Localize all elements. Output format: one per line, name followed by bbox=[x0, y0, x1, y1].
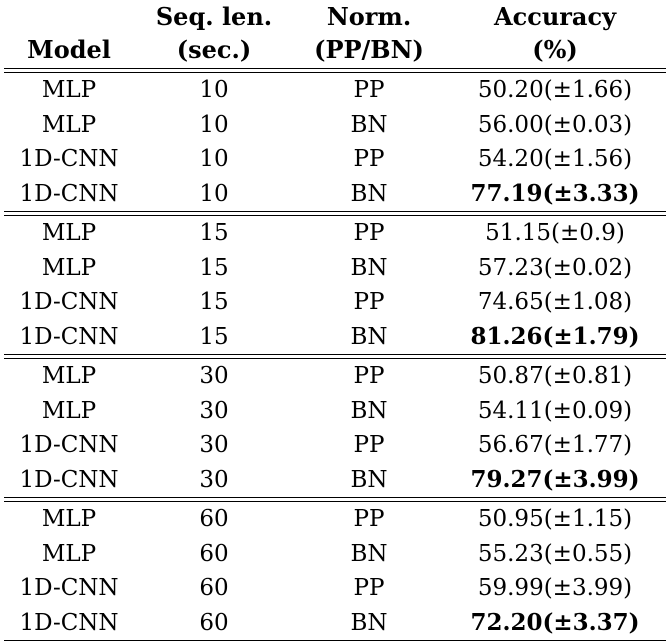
norm-cell: PP bbox=[353, 363, 385, 390]
table-row: 1D-CNN 15 PP 74.65(±1.08) bbox=[4, 285, 666, 320]
model-cell: 1D-CNN bbox=[19, 466, 119, 493]
table-row: 1D-CNN 30 PP 56.67(±1.77) bbox=[4, 428, 666, 463]
table-row: 1D-CNN 30 BN 79.27(±3.99) bbox=[4, 463, 666, 498]
model-cell: MLP bbox=[41, 397, 97, 424]
seq-len-cell: 15 bbox=[199, 289, 229, 316]
header-model: Model bbox=[27, 34, 111, 64]
seq-len-cell: 15 bbox=[199, 220, 229, 247]
model-cell: 1D-CNN bbox=[19, 146, 119, 173]
header-seq-len: Seq. len. bbox=[155, 1, 273, 31]
table-row: MLP 15 BN 57.23(±0.02) bbox=[4, 251, 666, 286]
norm-cell: PP bbox=[353, 575, 385, 602]
group-separator bbox=[4, 497, 666, 498]
model-cell: 1D-CNN bbox=[19, 180, 119, 207]
table-row: MLP 30 PP 50.87(±0.81) bbox=[4, 359, 666, 394]
table-row: 1D-CNN 60 PP 59.99(±3.99) bbox=[4, 571, 666, 606]
seq-len-cell: 15 bbox=[199, 323, 229, 350]
accuracy-cell: 51.15(±0.9) bbox=[485, 220, 625, 247]
norm-cell: PP bbox=[353, 432, 385, 459]
norm-cell: BN bbox=[350, 397, 388, 424]
seq-len-cell: 30 bbox=[199, 432, 229, 459]
norm-cell: BN bbox=[350, 323, 388, 350]
results-table: Seq. len. Norm. Accuracy Model (sec.) (P… bbox=[4, 0, 666, 641]
table-row: MLP 60 BN 55.23(±0.55) bbox=[4, 537, 666, 572]
group-separator bbox=[4, 72, 666, 73]
seq-len-cell: 60 bbox=[199, 609, 229, 636]
seq-len-cell: 10 bbox=[199, 111, 229, 138]
table-body: MLP 10 PP 50.20(±1.66) MLP 10 BN 56.00(±0.03) 1D… bbox=[4, 68, 666, 641]
seq-len-cell: 60 bbox=[199, 506, 229, 533]
accuracy-cell: 56.67(±1.77) bbox=[477, 432, 633, 459]
model-cell: 1D-CNN bbox=[19, 323, 119, 350]
seq-len-cell: 60 bbox=[199, 575, 229, 602]
model-cell: MLP bbox=[41, 254, 97, 281]
table-row: 1D-CNN 10 BN 77.19(±3.33) bbox=[4, 177, 666, 212]
norm-cell: BN bbox=[350, 466, 388, 493]
model-cell: 1D-CNN bbox=[19, 609, 119, 636]
seq-len-cell: 10 bbox=[199, 77, 229, 104]
model-cell: 1D-CNN bbox=[19, 432, 119, 459]
seq-len-cell: 10 bbox=[199, 180, 229, 207]
norm-cell: PP bbox=[353, 289, 385, 316]
table-row: MLP 15 PP 51.15(±0.9) bbox=[4, 216, 666, 251]
group-separator bbox=[4, 354, 666, 355]
norm-cell: BN bbox=[350, 111, 388, 138]
norm-cell: BN bbox=[350, 254, 388, 281]
norm-cell: PP bbox=[353, 506, 385, 533]
header-norm-options: (PP/BN) bbox=[314, 34, 424, 64]
header-row-2: Model (sec.) (PP/BN) (%) bbox=[4, 32, 666, 66]
model-cell: MLP bbox=[41, 220, 97, 247]
group-separator bbox=[4, 68, 666, 69]
accuracy-cell: 55.23(±0.55) bbox=[477, 540, 633, 567]
seq-len-cell: 30 bbox=[199, 466, 229, 493]
norm-cell: PP bbox=[353, 146, 385, 173]
accuracy-cell: 50.20(±1.66) bbox=[477, 77, 633, 104]
seq-len-cell: 60 bbox=[199, 540, 229, 567]
norm-cell: PP bbox=[353, 77, 385, 104]
table-row: MLP 30 BN 54.11(±0.09) bbox=[4, 394, 666, 429]
table-row: 1D-CNN 60 BN 72.20(±3.37) bbox=[4, 606, 666, 641]
accuracy-cell: 56.00(±0.03) bbox=[477, 111, 633, 138]
model-cell: MLP bbox=[41, 77, 97, 104]
accuracy-cell: 74.65(±1.08) bbox=[477, 289, 633, 316]
model-cell: MLP bbox=[41, 506, 97, 533]
seq-len-cell: 30 bbox=[199, 397, 229, 424]
accuracy-cell: 54.11(±0.09) bbox=[477, 397, 633, 424]
norm-cell: PP bbox=[353, 220, 385, 247]
model-cell: MLP bbox=[41, 363, 97, 390]
header-accuracy-unit: (%) bbox=[532, 34, 578, 64]
norm-cell: BN bbox=[350, 180, 388, 207]
group-separator bbox=[4, 358, 666, 359]
header-row-1: Seq. len. Norm. Accuracy bbox=[4, 0, 666, 32]
table-row: 1D-CNN 15 BN 81.26(±1.79) bbox=[4, 320, 666, 355]
group-separator bbox=[4, 215, 666, 216]
header-seq-unit: (sec.) bbox=[176, 34, 252, 64]
accuracy-cell: 57.23(±0.02) bbox=[477, 254, 633, 281]
accuracy-cell: 50.95(±1.15) bbox=[477, 506, 633, 533]
table-row: 1D-CNN 10 PP 54.20(±1.56) bbox=[4, 142, 666, 177]
accuracy-cell: 59.99(±3.99) bbox=[477, 575, 633, 602]
model-cell: 1D-CNN bbox=[19, 289, 119, 316]
accuracy-cell: 81.26(±1.79) bbox=[470, 323, 640, 351]
seq-len-cell: 30 bbox=[199, 363, 229, 390]
accuracy-cell: 72.20(±3.37) bbox=[470, 609, 640, 637]
table-row: MLP 60 PP 50.95(±1.15) bbox=[4, 502, 666, 537]
accuracy-cell: 50.87(±0.81) bbox=[477, 363, 633, 390]
seq-len-cell: 10 bbox=[199, 146, 229, 173]
accuracy-cell: 77.19(±3.33) bbox=[470, 180, 640, 208]
seq-len-cell: 15 bbox=[199, 254, 229, 281]
table-row: MLP 10 BN 56.00(±0.03) bbox=[4, 108, 666, 143]
group-separator bbox=[4, 501, 666, 502]
header-accuracy: Accuracy bbox=[493, 1, 617, 31]
accuracy-cell: 79.27(±3.99) bbox=[470, 466, 640, 494]
accuracy-cell: 54.20(±1.56) bbox=[477, 146, 633, 173]
model-cell: MLP bbox=[41, 540, 97, 567]
group-separator bbox=[4, 211, 666, 212]
norm-cell: BN bbox=[350, 540, 388, 567]
table-row: MLP 10 PP 50.20(±1.66) bbox=[4, 73, 666, 108]
model-cell: MLP bbox=[41, 111, 97, 138]
norm-cell: BN bbox=[350, 609, 388, 636]
model-cell: 1D-CNN bbox=[19, 575, 119, 602]
header-norm: Norm. bbox=[326, 1, 412, 31]
